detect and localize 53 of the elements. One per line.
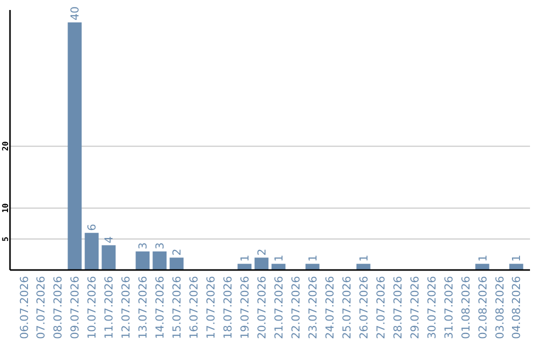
data-label: 6 <box>86 224 99 231</box>
data-label: 2 <box>256 248 269 256</box>
data-label: 1 <box>357 254 370 262</box>
x-tick-label: 18.07.2026 <box>222 276 235 339</box>
x-tick-label: 19.07.2026 <box>238 276 252 339</box>
bar <box>170 258 184 270</box>
data-label: 40 <box>68 6 82 20</box>
x-tick-label: 29.07.2026 <box>408 276 422 339</box>
x-tick-label: 30.07.2026 <box>425 276 438 339</box>
x-tick-label: 21.07.2026 <box>272 276 286 339</box>
x-tick-label: 08.07.2026 <box>52 276 65 339</box>
data-label: 1 <box>476 254 490 262</box>
x-tick-label: 17.07.2026 <box>204 276 218 339</box>
data-label: 1 <box>238 254 252 262</box>
bar <box>84 232 99 270</box>
x-tick-label: 16.07.2026 <box>188 276 201 339</box>
data-label: 3 <box>136 242 150 250</box>
x-tick-label: 14.07.2026 <box>154 276 167 339</box>
x-tick-label: 04.08.2026 <box>510 276 524 339</box>
data-label: 3 <box>154 242 167 250</box>
data-label: 4 <box>102 236 116 244</box>
x-tick-label: 03.08.2026 <box>493 276 506 339</box>
bar <box>68 22 82 270</box>
x-tick-label: 22.07.2026 <box>289 276 302 339</box>
x-tick-label: 23.07.2026 <box>306 276 320 339</box>
y-tick-label: 10 <box>1 203 10 213</box>
bar <box>152 251 167 270</box>
x-tick-label: 26.07.2026 <box>357 276 370 339</box>
bar <box>254 258 268 270</box>
x-tick-label: 09.07.2026 <box>68 276 82 339</box>
x-tick-label: 15.07.2026 <box>170 276 184 339</box>
x-tick-label: 12.07.2026 <box>120 276 133 339</box>
data-label: 1 <box>510 254 524 262</box>
x-tick-label: 27.07.2026 <box>374 276 388 339</box>
x-tick-label: 07.07.2026 <box>34 276 48 339</box>
data-label: 2 <box>170 248 184 256</box>
bar <box>136 251 150 270</box>
y-tick-label: 20 <box>1 141 10 152</box>
x-tick-label: 20.07.2026 <box>256 276 269 339</box>
x-tick-label: 25.07.2026 <box>340 276 354 339</box>
x-tick-label: 24.07.2026 <box>323 276 336 339</box>
x-tick-label: 10.07.2026 <box>86 276 99 339</box>
x-tick-label: 11.07.2026 <box>102 276 116 339</box>
x-tick-label: 13.07.2026 <box>136 276 150 339</box>
x-tick-label: 01.08.2026 <box>459 276 472 339</box>
x-tick-label: 28.07.2026 <box>391 276 404 339</box>
bar <box>102 245 116 270</box>
y-tick-label: 5 <box>1 236 10 242</box>
data-label: 1 <box>272 254 286 262</box>
x-tick-label: 31.07.2026 <box>442 276 456 339</box>
data-label: 1 <box>306 254 320 262</box>
x-tick-label: 02.08.2026 <box>476 276 490 339</box>
x-tick-label: 06.07.2026 <box>18 276 31 339</box>
